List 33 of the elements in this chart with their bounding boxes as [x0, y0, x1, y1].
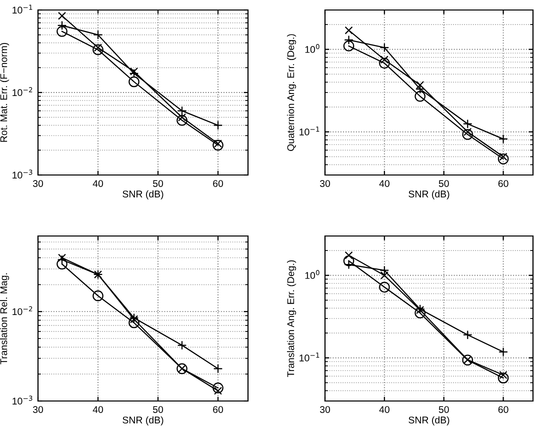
y-tick-label: 10$^{−3}$ [12, 396, 32, 405]
x-tick-label: 60 [213, 406, 224, 413]
x-axis-title: SNR (dB) [122, 190, 164, 200]
x-tick-label: 30 [320, 180, 330, 187]
x-tick-label: 50 [438, 406, 449, 413]
y-axis-title: Translation Rel. Mag. [0, 273, 10, 364]
x-tick-label: 50 [152, 406, 164, 413]
y-tick-label: 10$^{−1}$ [12, 4, 32, 14]
y-tick-label: 10$^{0}$ [305, 44, 320, 53]
x-tick-label: 60 [213, 180, 224, 187]
y-tick-label: 10$^{−2}$ [12, 87, 32, 96]
y-axis-title: Quaternion Ang. Err. (Deg.) [287, 34, 296, 151]
y-axis-title: Translation Ang. Err. (Deg.) [287, 260, 296, 377]
y-axis-title: Rot. Mat. Err. (F−norm) [0, 42, 10, 142]
y-tick-label: 10$^{−1}$ [300, 352, 320, 362]
x-tick-label: 30 [32, 406, 44, 413]
y-tick-label: 10$^{0}$ [305, 270, 320, 279]
x-tick-label: 40 [379, 406, 390, 413]
x-axis-title: SNR (dB) [408, 416, 450, 426]
x-tick-label: 30 [32, 180, 44, 187]
y-tick-label: 10$^{−3}$ [12, 170, 32, 179]
x-tick-label: 50 [438, 180, 449, 187]
x-tick-label: 40 [92, 406, 104, 413]
x-tick-label: 30 [320, 406, 330, 413]
x-tick-label: 60 [498, 406, 508, 413]
x-axis-title: SNR (dB) [122, 416, 164, 426]
y-tick-label: 10$^{−2}$ [12, 306, 32, 316]
y-tick-label: 10$^{−1}$ [300, 126, 320, 136]
x-axis-title: SNR (dB) [408, 190, 450, 200]
x-tick-label: 40 [379, 180, 390, 187]
x-tick-label: 40 [92, 180, 104, 187]
x-tick-label: 60 [498, 180, 508, 187]
x-tick-label: 50 [152, 180, 164, 187]
